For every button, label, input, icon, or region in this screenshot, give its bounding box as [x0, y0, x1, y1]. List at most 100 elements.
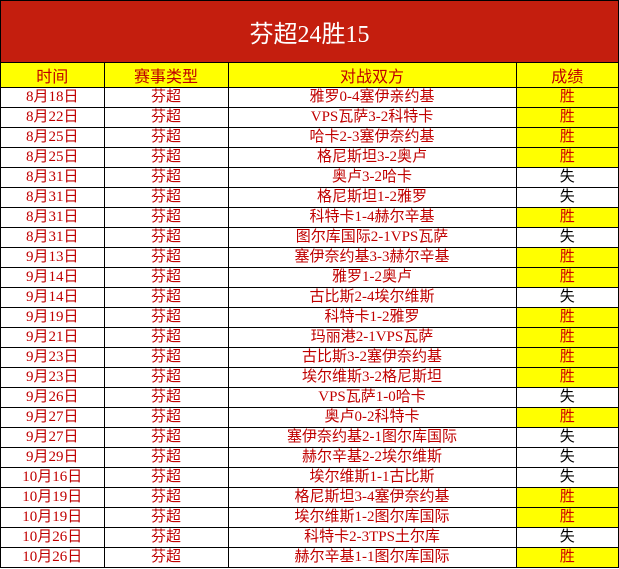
match-cell: 图尔库国际2-1VPS瓦萨 [227, 227, 517, 248]
result-cell: 胜 [515, 87, 618, 108]
table-row: 8月31日 芬超 图尔库国际2-1VPS瓦萨失 [1, 227, 618, 248]
table-row: 9月14日 芬超 雅罗1-2奥卢胜 [1, 267, 618, 288]
date-cell: 8月25日 [1, 127, 105, 148]
date-cell: 8月31日 [1, 187, 105, 208]
match-cell: 古比斯2-4埃尔维斯 [227, 287, 517, 308]
date-cell: 10月26日 [1, 527, 105, 548]
date-cell: 10月19日 [1, 507, 105, 528]
league-cell: 芬超 [103, 267, 229, 288]
result-cell: 胜 [515, 487, 618, 508]
league-cell: 芬超 [103, 467, 229, 488]
table-row: 10月26日 芬超 科特卡2-3TPS土尔库失 [1, 527, 618, 548]
match-cell: 奥卢0-2科特卡 [227, 407, 517, 428]
result-cell: 胜 [515, 147, 618, 168]
table-row: 8月25日 芬超 哈卡2-3塞伊奈约基胜 [1, 127, 618, 148]
table-row: 8月25日 芬超 格尼斯坦3-2奥卢胜 [1, 147, 618, 168]
date-cell: 9月19日 [1, 307, 105, 328]
date-cell: 9月23日 [1, 367, 105, 388]
table-row: 8月31日 芬超 科特卡1-4赫尔辛基胜 [1, 207, 618, 228]
match-cell: 埃尔维斯3-2格尼斯坦 [227, 367, 517, 388]
date-cell: 10月16日 [1, 467, 105, 488]
result-cell: 失 [515, 227, 618, 248]
league-cell: 芬超 [103, 167, 229, 188]
date-cell: 10月19日 [1, 487, 105, 508]
match-cell: 古比斯3-2塞伊奈约基 [227, 347, 517, 368]
table-row: 9月14日 芬超 古比斯2-4埃尔维斯失 [1, 287, 618, 308]
match-cell: 科特卡2-3TPS土尔库 [227, 527, 517, 548]
date-cell: 9月23日 [1, 347, 105, 368]
match-cell: 科特卡1-4赫尔辛基 [227, 207, 517, 228]
table-row: 9月26日 芬超 VPS瓦萨1-0哈卡失 [1, 387, 618, 408]
league-cell: 芬超 [103, 127, 229, 148]
league-cell: 芬超 [103, 547, 229, 568]
result-cell: 胜 [515, 327, 618, 348]
date-cell: 9月26日 [1, 387, 105, 408]
table-row: 9月21日 芬超 玛丽港2-1VPS瓦萨胜 [1, 327, 618, 348]
match-cell: 格尼斯坦1-2雅罗 [227, 187, 517, 208]
league-cell: 芬超 [103, 347, 229, 368]
table-row: 8月22日 芬超 VPS瓦萨3-2科特卡胜 [1, 107, 618, 128]
match-cell: 埃尔维斯1-2图尔库国际 [227, 507, 517, 528]
table-row: 10月19日 芬超 格尼斯坦3-4塞伊奈约基胜 [1, 487, 618, 508]
result-cell: 胜 [515, 507, 618, 528]
match-cell: 塞伊奈约基3-3赫尔辛基 [227, 247, 517, 268]
header-match: 对战双方 [227, 63, 517, 88]
date-cell: 8月31日 [1, 167, 105, 188]
date-cell: 8月18日 [1, 87, 105, 108]
date-cell: 9月21日 [1, 327, 105, 348]
result-cell: 胜 [515, 127, 618, 148]
match-cell: 埃尔维斯1-1古比斯 [227, 467, 517, 488]
league-cell: 芬超 [103, 527, 229, 548]
table-row: 9月13日 芬超 塞伊奈约基3-3赫尔辛基胜 [1, 247, 618, 268]
league-cell: 芬超 [103, 187, 229, 208]
header-result: 成绩 [515, 63, 618, 88]
date-cell: 9月14日 [1, 287, 105, 308]
result-cell: 失 [515, 387, 618, 408]
date-cell: 9月29日 [1, 447, 105, 468]
date-cell: 9月27日 [1, 407, 105, 428]
match-cell: 塞伊奈约基2-1图尔库国际 [227, 427, 517, 448]
table-row: 9月27日 芬超 塞伊奈约基2-1图尔库国际失 [1, 427, 618, 448]
table-row: 9月23日 芬超 埃尔维斯3-2格尼斯坦胜 [1, 367, 618, 388]
match-cell: 格尼斯坦3-4塞伊奈约基 [227, 487, 517, 508]
league-cell: 芬超 [103, 227, 229, 248]
result-cell: 失 [515, 167, 618, 188]
result-cell: 胜 [515, 407, 618, 428]
table-row: 9月29日 芬超 赫尔辛基2-2埃尔维斯失 [1, 447, 618, 468]
league-cell: 芬超 [103, 107, 229, 128]
table-row: 10月26日 芬超 赫尔辛基1-1图尔库国际胜 [1, 547, 618, 568]
league-cell: 芬超 [103, 287, 229, 308]
results-table: 时间 赛事类型 对战双方 成绩 8月18日 芬超 雅罗0-4塞伊亲约基胜 8月22日芬… [1, 63, 618, 568]
result-cell: 胜 [515, 367, 618, 388]
date-cell: 10月26日 [1, 547, 105, 568]
league-cell: 芬超 [103, 507, 229, 528]
league-cell: 芬超 [103, 87, 229, 108]
result-cell: 失 [515, 447, 618, 468]
result-cell: 失 [515, 427, 618, 448]
match-cell: 雅罗0-4塞伊亲约基 [227, 87, 517, 108]
table-row: 8月31日 芬超 奥卢3-2哈卡失 [1, 167, 618, 188]
table-row: 10月16日 芬超 埃尔维斯1-1古比斯失 [1, 467, 618, 488]
date-cell: 9月14日 [1, 267, 105, 288]
header-row: 时间 赛事类型 对战双方 成绩 [1, 63, 618, 88]
header-date: 时间 [1, 63, 105, 88]
result-cell: 胜 [515, 207, 618, 228]
league-cell: 芬超 [103, 307, 229, 328]
league-cell: 芬超 [103, 447, 229, 468]
table-row: 8月18日 芬超 雅罗0-4塞伊亲约基胜 [1, 87, 618, 108]
match-cell: 玛丽港2-1VPS瓦萨 [227, 327, 517, 348]
match-cell: 奥卢3-2哈卡 [227, 167, 517, 188]
date-cell: 8月31日 [1, 227, 105, 248]
league-cell: 芬超 [103, 407, 229, 428]
table-row: 9月27日 芬超 奥卢0-2科特卡胜 [1, 407, 618, 428]
date-cell: 9月27日 [1, 427, 105, 448]
match-cell: 格尼斯坦3-2奥卢 [227, 147, 517, 168]
date-cell: 9月13日 [1, 247, 105, 268]
match-cell: 科特卡1-2雅罗 [227, 307, 517, 328]
result-cell: 胜 [515, 247, 618, 268]
table-row: 10月19日 芬超 埃尔维斯1-2图尔库国际胜 [1, 507, 618, 528]
league-cell: 芬超 [103, 207, 229, 228]
match-cell: 赫尔辛基2-2埃尔维斯 [227, 447, 517, 468]
date-cell: 8月22日 [1, 107, 105, 128]
